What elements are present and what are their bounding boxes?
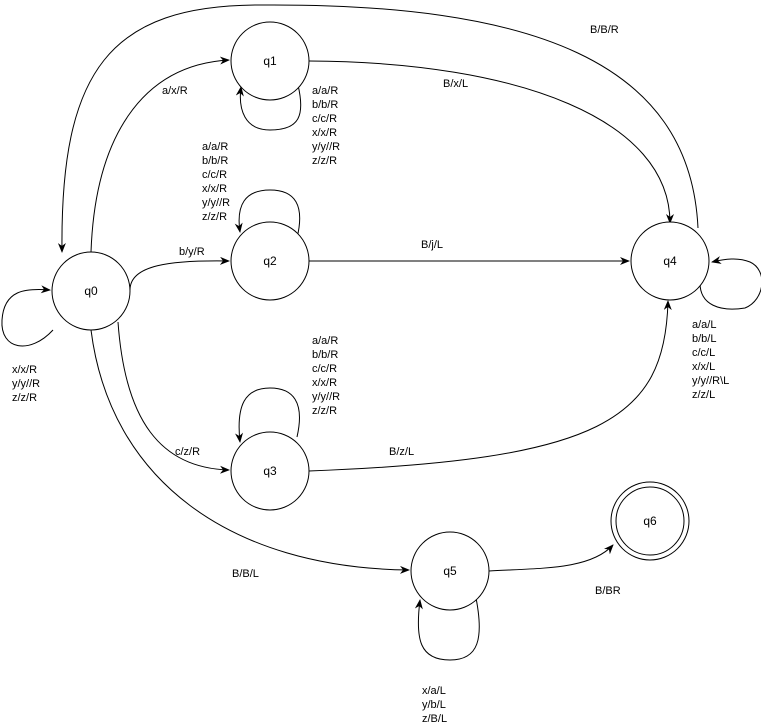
state-q1-label: q1 xyxy=(263,54,277,68)
label-q0-q3: c/z/R xyxy=(175,446,200,458)
label-q3-q4: B/z/L xyxy=(389,446,414,458)
state-q2: q2 xyxy=(230,221,310,301)
edge-q4-q0 xyxy=(57,4,699,253)
edge-q3-loop xyxy=(235,387,300,443)
label-q0-loop: x/x/R y/y//R z/z/R xyxy=(12,364,43,404)
edge-q5-loop xyxy=(414,592,480,661)
label-q1-loop: a/a/R b/b/R c/c/R x/x/R y/y//R z/z/R xyxy=(312,85,343,167)
state-q3: q3 xyxy=(230,431,310,511)
label-q2-q4: B/j/L xyxy=(421,239,443,251)
edge-q0-q3 xyxy=(117,321,230,474)
edge-q2-loop xyxy=(234,189,301,239)
state-q3-label: q3 xyxy=(263,464,277,478)
label-q4-q0: B/B/R xyxy=(590,24,619,36)
label-q4-loop: a/a/L b/b/L c/c/L x/x/L y/y//R\L z/z/L xyxy=(692,319,732,401)
label-q5-loop: x/a/L y/b/L z/B/L xyxy=(422,685,449,724)
state-q4-label: q4 xyxy=(663,254,677,268)
label-q2-loop: a/a/R b/b/R c/c/R x/x/R y/y//R z/z/R xyxy=(202,141,233,223)
state-q1: q1 xyxy=(230,21,310,101)
label-q0-q5: B/B/L xyxy=(232,568,259,580)
state-q6-label: q6 xyxy=(643,514,657,528)
label-q5-q6: B/BR xyxy=(595,585,621,597)
state-q0: q0 xyxy=(51,251,131,331)
label-q1-q4: B/x/L xyxy=(443,78,468,90)
state-q6-accepting: q6 xyxy=(610,481,690,561)
edge-q1-loop xyxy=(235,84,302,131)
label-q0-q2: b/y/R xyxy=(179,246,205,258)
state-q4: q4 xyxy=(630,221,710,301)
state-q5-label: q5 xyxy=(443,564,457,578)
edge-q5-q6 xyxy=(488,544,614,572)
edge-q0-q1 xyxy=(90,56,230,253)
edge-q3-q4 xyxy=(308,300,672,472)
label-q0-q1: a/x/R xyxy=(162,85,188,97)
state-q2-label: q2 xyxy=(263,254,277,268)
edge-q0-q5 xyxy=(90,329,410,574)
edge-q0-loop xyxy=(1,285,54,347)
edge-q0-q2 xyxy=(129,256,230,291)
state-q5: q5 xyxy=(410,531,490,611)
state-q0-label: q0 xyxy=(84,284,98,298)
edge-q4-loop xyxy=(699,256,761,310)
label-q3-loop: a/a/R b/b/R c/c/R x/x/R y/y//R z/z/R xyxy=(312,335,343,417)
edge-q1-q4 xyxy=(308,60,674,224)
